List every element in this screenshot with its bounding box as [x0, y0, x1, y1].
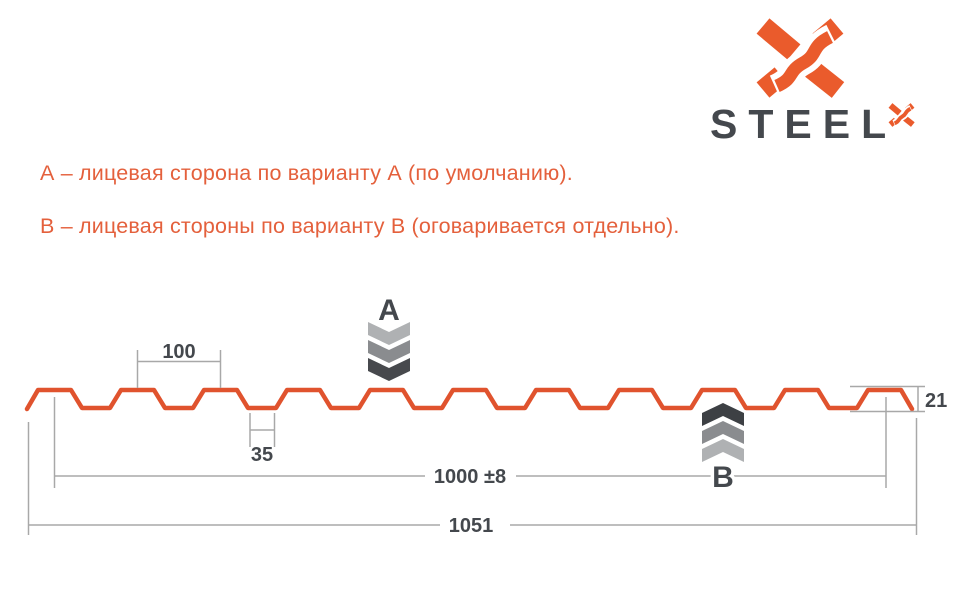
- dim-overall-width-value: 1051: [449, 515, 494, 537]
- logo-text: STEEL: [710, 101, 898, 147]
- profile-sheet-outline: [24, 387, 915, 412]
- dim-working-width-value: 1000 ±8: [434, 466, 506, 488]
- variant-b-note: В – лицевая стороны по варианту В (огова…: [40, 214, 680, 238]
- chevron-up-icon: [702, 439, 744, 462]
- chevron-down-icon: [368, 358, 410, 381]
- dim-valley-value: 35: [251, 444, 273, 466]
- variant-a-note: А – лицевая сторона по варианту А (по ум…: [40, 161, 573, 185]
- chevron-up-icon: [702, 421, 744, 444]
- dim-height-lines: [850, 385, 925, 413]
- dim-valley-lines: [249, 413, 276, 447]
- logo-wordmark: STEEL: [710, 101, 897, 148]
- dim-pitch-lines: [136, 350, 222, 388]
- dim-pitch-value: 100: [162, 341, 195, 363]
- variant-a-marker: A: [378, 294, 400, 327]
- variant-a-arrows: [368, 322, 410, 381]
- chevron-up-icon: [702, 403, 744, 426]
- dim-height-value: 21: [925, 390, 947, 412]
- chevron-down-icon: [368, 340, 410, 363]
- variant-b-arrows: [702, 403, 744, 462]
- chevron-down-icon: [368, 322, 410, 345]
- dim-overall-width-lines: [27, 418, 918, 535]
- variant-b-marker: B: [712, 461, 734, 494]
